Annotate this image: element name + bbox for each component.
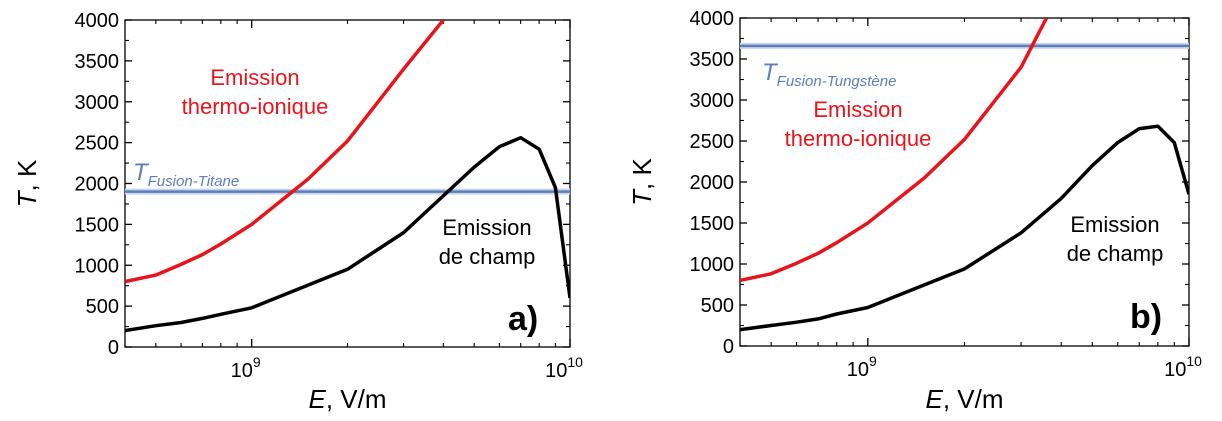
x-tick-label: 109 — [847, 353, 877, 381]
series-line-thermionic — [740, 18, 1049, 283]
annotation-line: de champ — [1067, 241, 1164, 266]
y-tick-label: 4000 — [75, 10, 120, 32]
reference-line-label: TFusion-Titane — [133, 159, 239, 190]
y-tick-label: 0 — [723, 336, 734, 358]
y-tick-label: 1500 — [690, 213, 735, 235]
y-axis-label: T, K — [12, 159, 42, 207]
y-tick-label: 3000 — [75, 92, 120, 114]
reference-line-label-subscript: Fusion-Tungstène — [777, 73, 897, 90]
y-tick-label: 2000 — [690, 172, 735, 194]
x-axis-variable: E — [308, 384, 326, 414]
annotation-line: thermo-ionique — [785, 126, 932, 151]
y-axis-variable: T — [627, 188, 657, 206]
annotation-thermionic: Emission thermo-ionique — [182, 65, 329, 119]
annotation-field: Emission de champ — [1067, 212, 1164, 266]
y-tick-label: 500 — [86, 296, 119, 318]
x-tick-label: 1010 — [1164, 353, 1202, 381]
x-tick-label: 1010 — [545, 354, 583, 382]
x-axis-unit: , V/m — [326, 384, 387, 414]
x-axis-variable: E — [925, 384, 943, 414]
annotation-line: Emission — [1070, 212, 1159, 237]
series-line-field — [740, 124, 1189, 332]
series-line-thermionic — [125, 20, 445, 284]
annotation-line: Emission — [210, 65, 299, 90]
y-axis-unit: , K — [627, 158, 657, 190]
y-tick-label: 2000 — [75, 174, 120, 196]
annotation-line: Emission — [442, 215, 531, 240]
plot-frame — [739, 17, 1190, 347]
y-tick-label: 3000 — [690, 90, 735, 112]
y-axis-label: T, K — [627, 158, 657, 206]
reference-line-label: TFusion-Tungstène — [762, 59, 896, 90]
panel-label: b) — [1130, 298, 1162, 336]
y-axis-unit: , K — [12, 159, 42, 191]
y-tick-label: 1500 — [75, 214, 120, 236]
x-tick-exponent: 9 — [253, 354, 261, 370]
x-tick-exponent: 10 — [567, 354, 583, 370]
y-tick-label: 0 — [108, 337, 119, 359]
x-axis-label: E, V/m — [308, 384, 386, 414]
y-tick-label: 2500 — [75, 133, 120, 155]
y-tick-label: 4000 — [690, 8, 735, 30]
x-tick-exponent: 9 — [869, 353, 877, 369]
y-tick-label: 1000 — [75, 255, 120, 277]
annotation-line: de champ — [439, 244, 536, 269]
x-tick-exponent: 10 — [1186, 353, 1202, 369]
annotation-field: Emission de champ — [439, 215, 536, 269]
y-tick-label: 1000 — [690, 254, 735, 276]
reference-line-label-subscript: Fusion-Titane — [148, 173, 240, 190]
panel-label: a) — [508, 300, 538, 338]
x-axis-unit: , V/m — [943, 384, 1004, 414]
y-tick-label: 3500 — [690, 49, 735, 71]
y-tick-label: 3500 — [75, 51, 120, 73]
y-tick-label: 2500 — [690, 131, 735, 153]
x-tick-label: 109 — [231, 354, 261, 382]
y-tick-label: 500 — [701, 295, 734, 317]
series-line-field — [125, 135, 570, 333]
annotation-line: thermo-ionique — [182, 94, 329, 119]
x-axis-label: E, V/m — [925, 384, 1003, 414]
annotation-thermionic: Emission thermo-ionique — [785, 97, 932, 151]
y-axis-variable: T — [12, 189, 42, 207]
annotation-line: Emission — [813, 97, 902, 122]
